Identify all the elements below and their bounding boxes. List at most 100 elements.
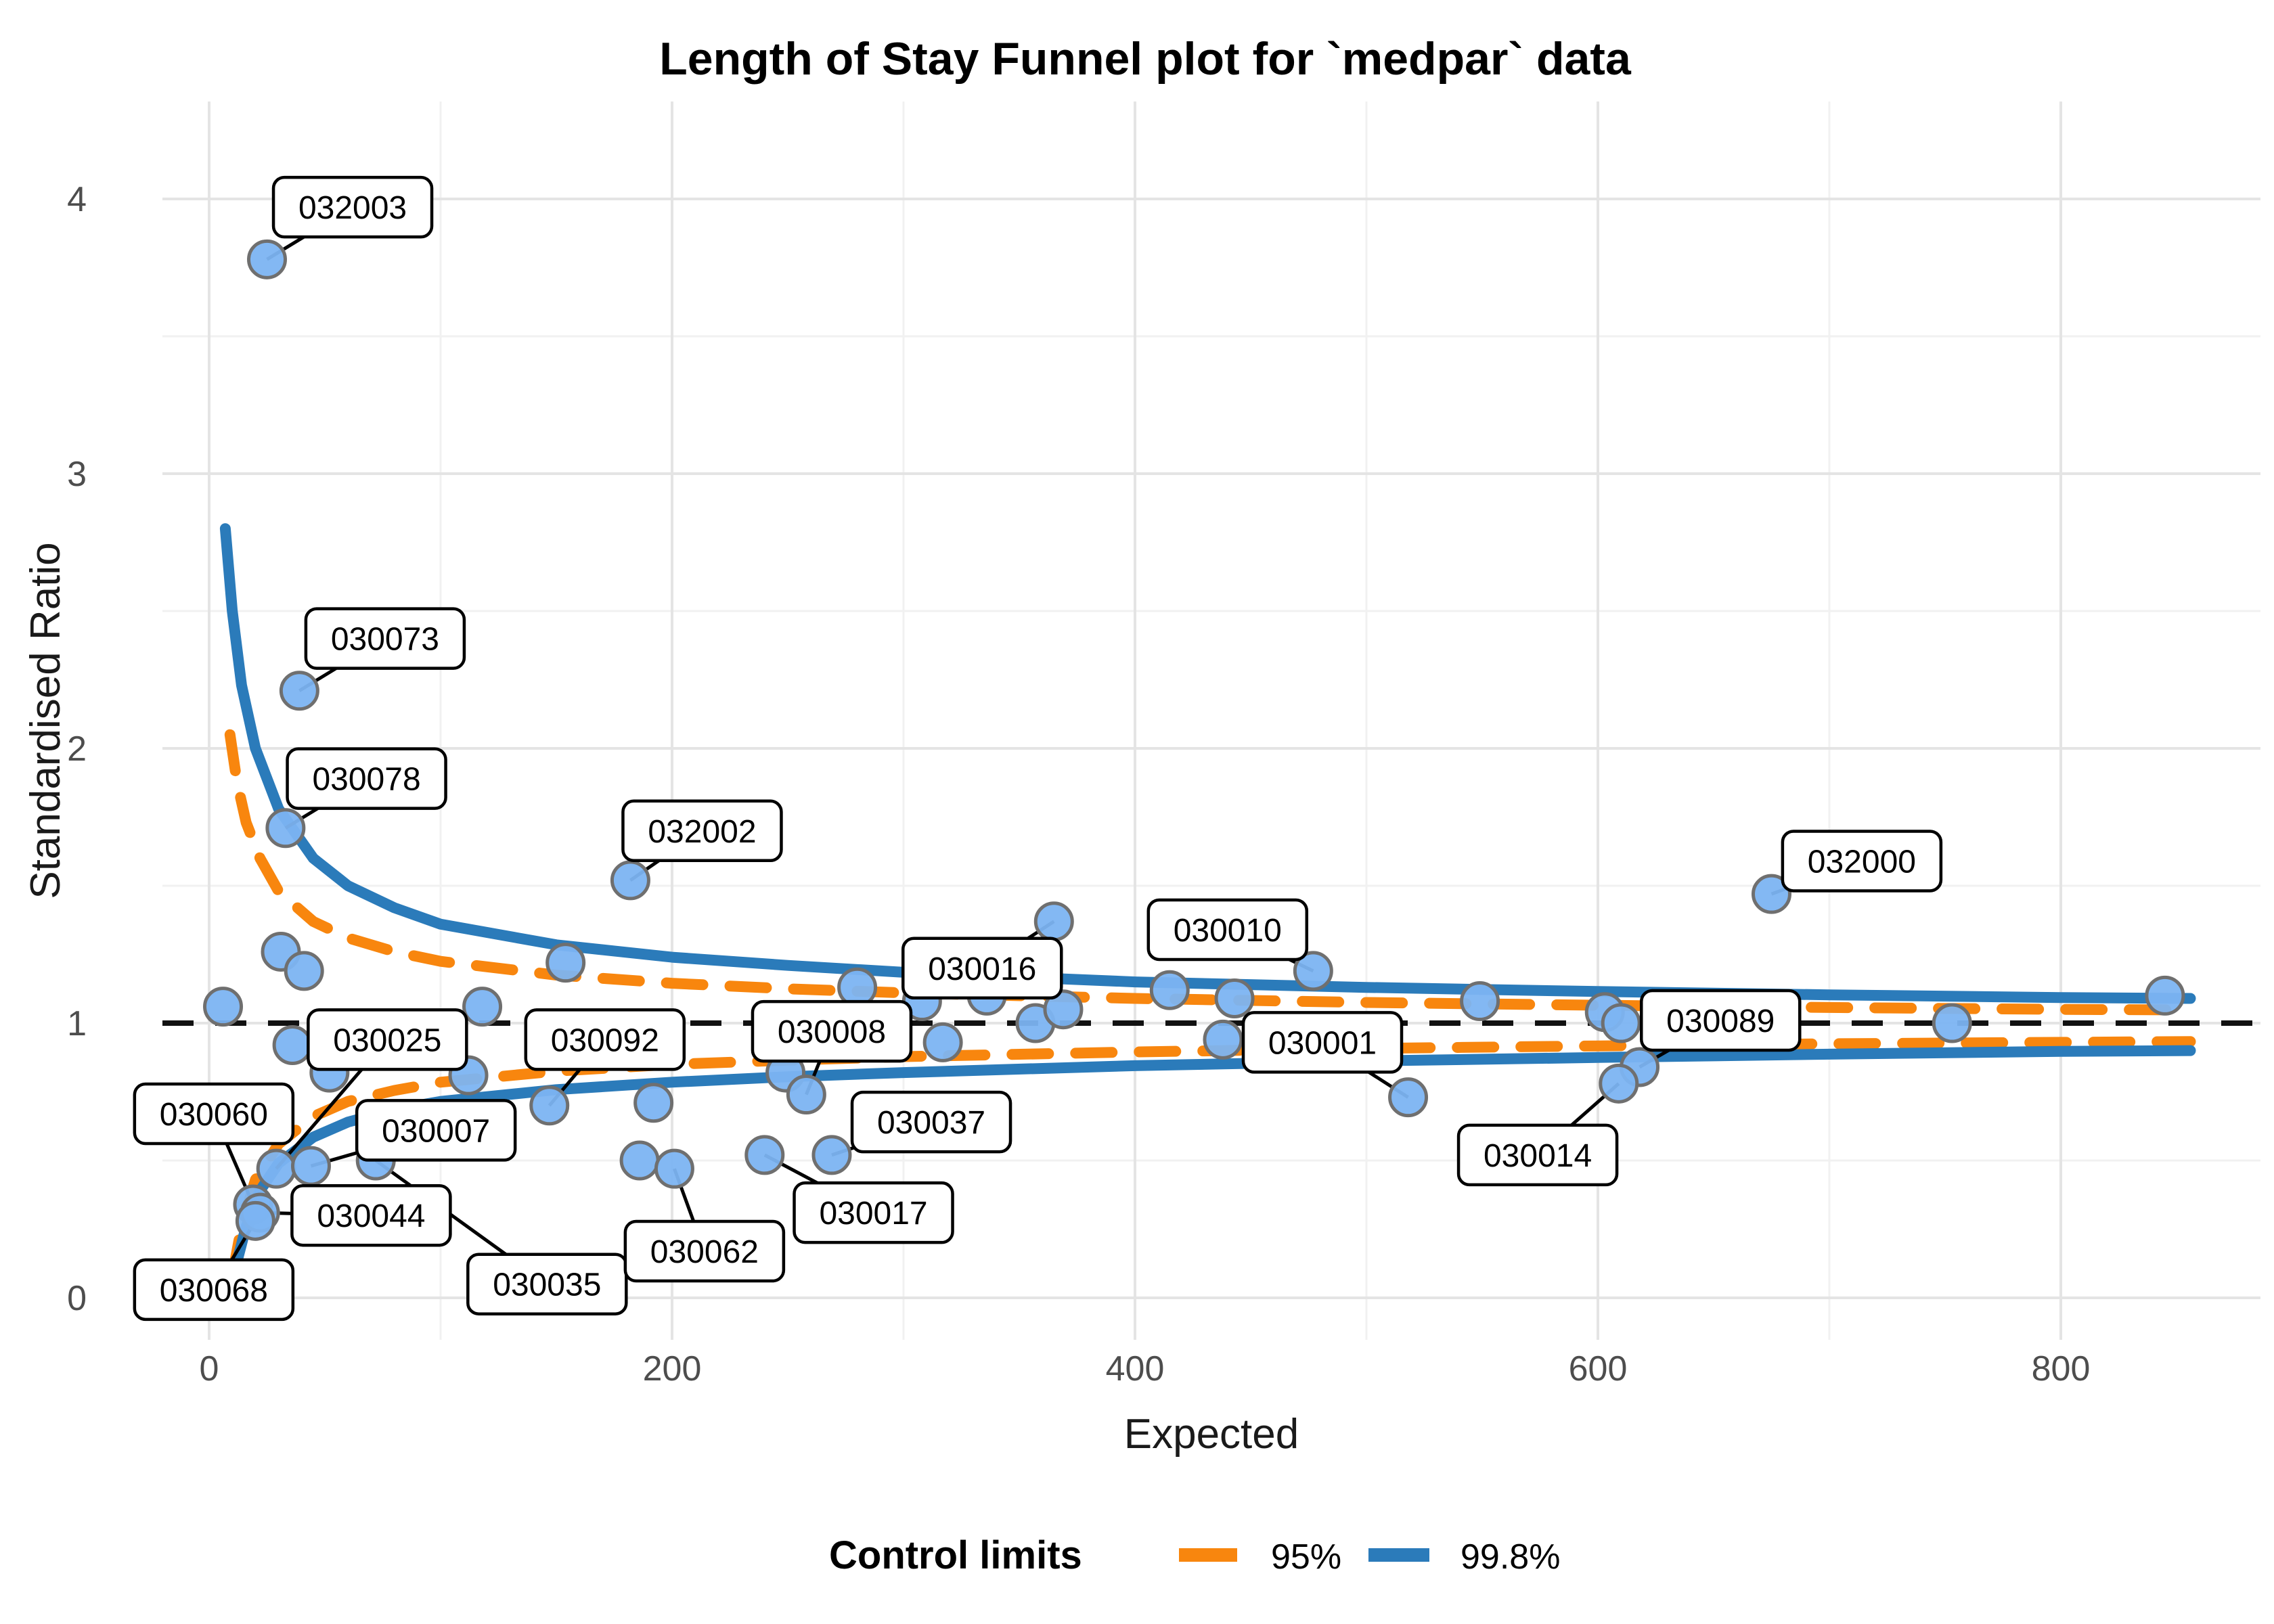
point-label-box	[1241, 1011, 1404, 1074]
point-label: 030025	[333, 1022, 441, 1058]
point-label: 030078	[312, 762, 420, 798]
point-label-box	[466, 1253, 628, 1315]
x-axis-title: Expected	[1124, 1411, 1299, 1458]
data-point	[265, 808, 306, 849]
data-point	[203, 987, 244, 1027]
point-label-box	[355, 1099, 517, 1162]
point-label: 032000	[1808, 844, 1916, 880]
data-point	[811, 1135, 852, 1175]
y-tick-label: 2	[67, 729, 87, 769]
data-point	[1932, 1003, 1972, 1043]
point-label-box	[133, 1258, 295, 1322]
legend-item-998: 99.8%	[1461, 1537, 1560, 1577]
point-labels: 032003 030073 030078 030025 030007 030035 0300…	[133, 175, 1943, 1322]
data-point	[1601, 1003, 1641, 1043]
point-label-box	[271, 175, 434, 239]
point-label: 030037	[877, 1105, 985, 1141]
x-tick-label: 400	[1106, 1349, 1165, 1389]
point-label-box	[850, 1090, 1012, 1154]
data-point	[786, 1075, 826, 1115]
legend-item-95: 95%	[1271, 1537, 1341, 1577]
data-point	[619, 1140, 660, 1181]
data-point	[1203, 1019, 1243, 1060]
point-label: 030008	[778, 1014, 886, 1050]
data-point	[1214, 978, 1255, 1018]
data-point	[290, 1146, 331, 1186]
data-point	[1599, 1063, 1639, 1104]
point-label-box	[623, 1219, 786, 1283]
point-label-box	[307, 1008, 468, 1071]
point-label: 030089	[1666, 1003, 1775, 1039]
y-tick-label: 4	[67, 180, 87, 219]
data-point	[1293, 951, 1333, 991]
data-point	[545, 943, 586, 983]
point-label: 030035	[493, 1267, 601, 1303]
point-label-box	[901, 937, 1063, 1000]
x-tick-label: 600	[1569, 1349, 1628, 1389]
point-label-box	[290, 1183, 452, 1247]
point-label-box	[1146, 898, 1309, 962]
point-label: 030014	[1484, 1138, 1592, 1174]
y-tick-label: 3	[67, 455, 87, 494]
data-point	[744, 1135, 785, 1175]
grid	[162, 102, 2260, 1340]
y-axis-title: Standardised Ratio	[22, 542, 69, 899]
limit-998-upper-curve	[219, 523, 2196, 1004]
point-label-box	[286, 747, 447, 810]
legend: Control limits 95% 99.8%	[829, 1533, 1560, 1577]
axis-tick-labels: 0 200 400 600 800 0 1 2 3 4	[67, 180, 2090, 1389]
x-tick-label: 0	[200, 1349, 219, 1389]
point-label-box	[751, 999, 913, 1063]
data-point	[654, 1148, 694, 1189]
point-label: 030062	[650, 1234, 759, 1270]
point-label: 032003	[298, 190, 407, 226]
data-point	[235, 1200, 275, 1241]
point-label-box	[1640, 989, 1802, 1052]
data-point	[1752, 874, 1791, 914]
data-point	[256, 1148, 296, 1189]
limit-95-lower-curve	[227, 1036, 2196, 1282]
data-point	[279, 671, 319, 711]
data-point	[1388, 1077, 1429, 1118]
data-point	[1460, 981, 1500, 1022]
point-label-box	[1781, 830, 1943, 893]
data-point	[633, 1083, 674, 1123]
point-label-box	[524, 1008, 686, 1071]
point-label-box	[133, 1082, 295, 1146]
point-label-box	[793, 1181, 954, 1244]
point-label: 030044	[317, 1198, 425, 1234]
chart-title: Length of Stay Funnel plot for `medpar` …	[659, 33, 1632, 85]
y-tick-label: 1	[67, 1004, 87, 1043]
data-point	[610, 860, 650, 901]
data-point	[1043, 989, 1084, 1030]
point-label-box	[304, 607, 466, 670]
point-label: 030068	[160, 1273, 268, 1309]
point-label: 030092	[551, 1022, 659, 1058]
data-point	[247, 239, 287, 279]
x-tick-label: 800	[2032, 1349, 2091, 1389]
x-tick-label: 200	[643, 1349, 702, 1389]
data-point	[2145, 975, 2185, 1016]
y-tick-label: 0	[67, 1279, 87, 1318]
point-label: 032002	[648, 814, 756, 850]
data-point	[529, 1085, 570, 1126]
data-point	[922, 1022, 963, 1062]
point-label: 030060	[160, 1097, 268, 1133]
point-label-box	[1456, 1123, 1619, 1187]
point-label: 030007	[382, 1113, 490, 1149]
data-points	[203, 239, 2185, 1241]
data-point	[284, 951, 324, 991]
point-label: 030010	[1174, 913, 1282, 949]
point-label: 030073	[331, 622, 439, 658]
data-point	[272, 1024, 313, 1065]
point-label-box	[621, 799, 783, 863]
point-label: 030017	[819, 1196, 927, 1232]
point-label: 030001	[1268, 1025, 1377, 1061]
data-point	[1033, 901, 1074, 942]
point-label: 030016	[928, 951, 1036, 987]
legend-title: Control limits	[829, 1533, 1082, 1577]
data-point	[462, 987, 503, 1027]
data-point	[1149, 970, 1190, 1010]
